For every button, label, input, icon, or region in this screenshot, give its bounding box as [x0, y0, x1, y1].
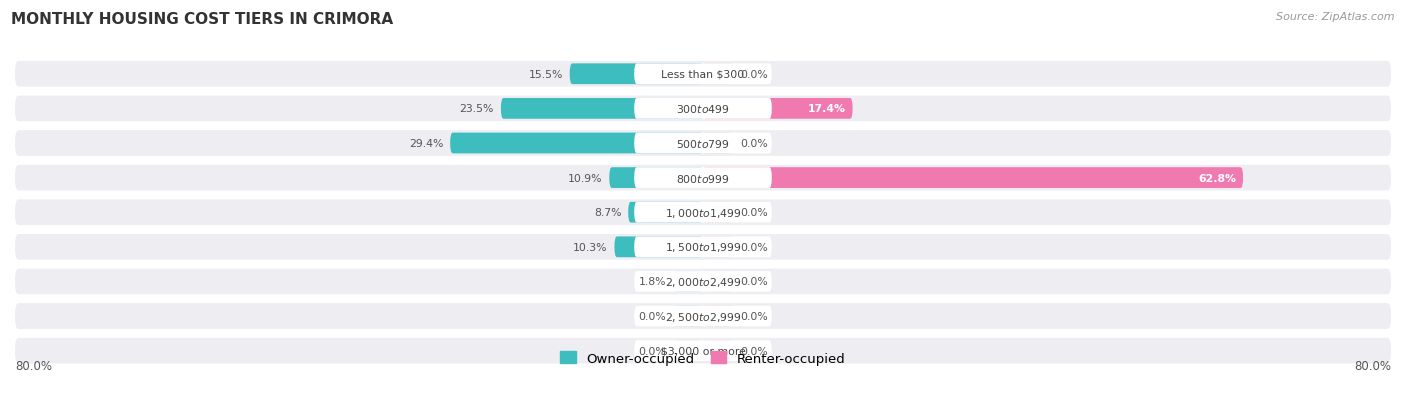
- Text: 80.0%: 80.0%: [15, 359, 52, 372]
- Text: $500 to $799: $500 to $799: [676, 138, 730, 150]
- FancyBboxPatch shape: [628, 202, 703, 223]
- FancyBboxPatch shape: [673, 271, 703, 292]
- Text: $2,000 to $2,499: $2,000 to $2,499: [665, 275, 741, 288]
- FancyBboxPatch shape: [15, 269, 1391, 294]
- Text: 23.5%: 23.5%: [460, 104, 494, 114]
- Text: 0.0%: 0.0%: [740, 242, 768, 252]
- FancyBboxPatch shape: [703, 64, 733, 85]
- Legend: Owner-occupied, Renter-occupied: Owner-occupied, Renter-occupied: [555, 346, 851, 370]
- FancyBboxPatch shape: [634, 202, 772, 223]
- FancyBboxPatch shape: [614, 237, 703, 258]
- Text: 1.8%: 1.8%: [638, 277, 666, 287]
- FancyBboxPatch shape: [703, 168, 1243, 188]
- FancyBboxPatch shape: [15, 62, 1391, 88]
- FancyBboxPatch shape: [15, 338, 1391, 363]
- Text: 80.0%: 80.0%: [1354, 359, 1391, 372]
- Text: 15.5%: 15.5%: [529, 69, 562, 80]
- Text: MONTHLY HOUSING COST TIERS IN CRIMORA: MONTHLY HOUSING COST TIERS IN CRIMORA: [11, 12, 394, 27]
- Text: $1,500 to $1,999: $1,500 to $1,999: [665, 241, 741, 254]
- FancyBboxPatch shape: [634, 133, 772, 154]
- FancyBboxPatch shape: [15, 200, 1391, 225]
- Text: 0.0%: 0.0%: [638, 311, 666, 321]
- FancyBboxPatch shape: [703, 271, 733, 292]
- Text: Less than $300: Less than $300: [661, 69, 745, 80]
- Text: $2,500 to $2,999: $2,500 to $2,999: [665, 310, 741, 323]
- FancyBboxPatch shape: [15, 165, 1391, 191]
- FancyBboxPatch shape: [609, 168, 703, 188]
- Text: $3,000 or more: $3,000 or more: [661, 346, 745, 356]
- FancyBboxPatch shape: [634, 168, 772, 188]
- FancyBboxPatch shape: [501, 99, 703, 119]
- FancyBboxPatch shape: [703, 237, 733, 258]
- FancyBboxPatch shape: [703, 99, 852, 119]
- FancyBboxPatch shape: [703, 133, 733, 154]
- Text: 0.0%: 0.0%: [740, 139, 768, 149]
- FancyBboxPatch shape: [703, 306, 733, 327]
- Text: 0.0%: 0.0%: [740, 277, 768, 287]
- Text: $800 to $999: $800 to $999: [676, 172, 730, 184]
- FancyBboxPatch shape: [634, 340, 772, 361]
- Text: 10.3%: 10.3%: [574, 242, 607, 252]
- FancyBboxPatch shape: [634, 271, 772, 292]
- FancyBboxPatch shape: [569, 64, 703, 85]
- FancyBboxPatch shape: [634, 64, 772, 85]
- Text: 8.7%: 8.7%: [593, 208, 621, 218]
- FancyBboxPatch shape: [703, 202, 733, 223]
- FancyBboxPatch shape: [673, 340, 703, 361]
- Text: $1,000 to $1,499: $1,000 to $1,499: [665, 206, 741, 219]
- Text: $300 to $499: $300 to $499: [676, 103, 730, 115]
- Text: 10.9%: 10.9%: [568, 173, 602, 183]
- FancyBboxPatch shape: [15, 131, 1391, 157]
- Text: 0.0%: 0.0%: [740, 346, 768, 356]
- FancyBboxPatch shape: [450, 133, 703, 154]
- Text: 0.0%: 0.0%: [740, 311, 768, 321]
- FancyBboxPatch shape: [634, 237, 772, 258]
- Text: Source: ZipAtlas.com: Source: ZipAtlas.com: [1277, 12, 1395, 22]
- Text: 17.4%: 17.4%: [808, 104, 846, 114]
- FancyBboxPatch shape: [15, 235, 1391, 260]
- Text: 0.0%: 0.0%: [740, 69, 768, 80]
- Text: 62.8%: 62.8%: [1198, 173, 1236, 183]
- Text: 0.0%: 0.0%: [740, 208, 768, 218]
- FancyBboxPatch shape: [634, 306, 772, 327]
- FancyBboxPatch shape: [15, 304, 1391, 329]
- Text: 29.4%: 29.4%: [409, 139, 443, 149]
- FancyBboxPatch shape: [703, 340, 733, 361]
- Text: 0.0%: 0.0%: [638, 346, 666, 356]
- FancyBboxPatch shape: [634, 99, 772, 119]
- FancyBboxPatch shape: [15, 96, 1391, 122]
- FancyBboxPatch shape: [673, 306, 703, 327]
